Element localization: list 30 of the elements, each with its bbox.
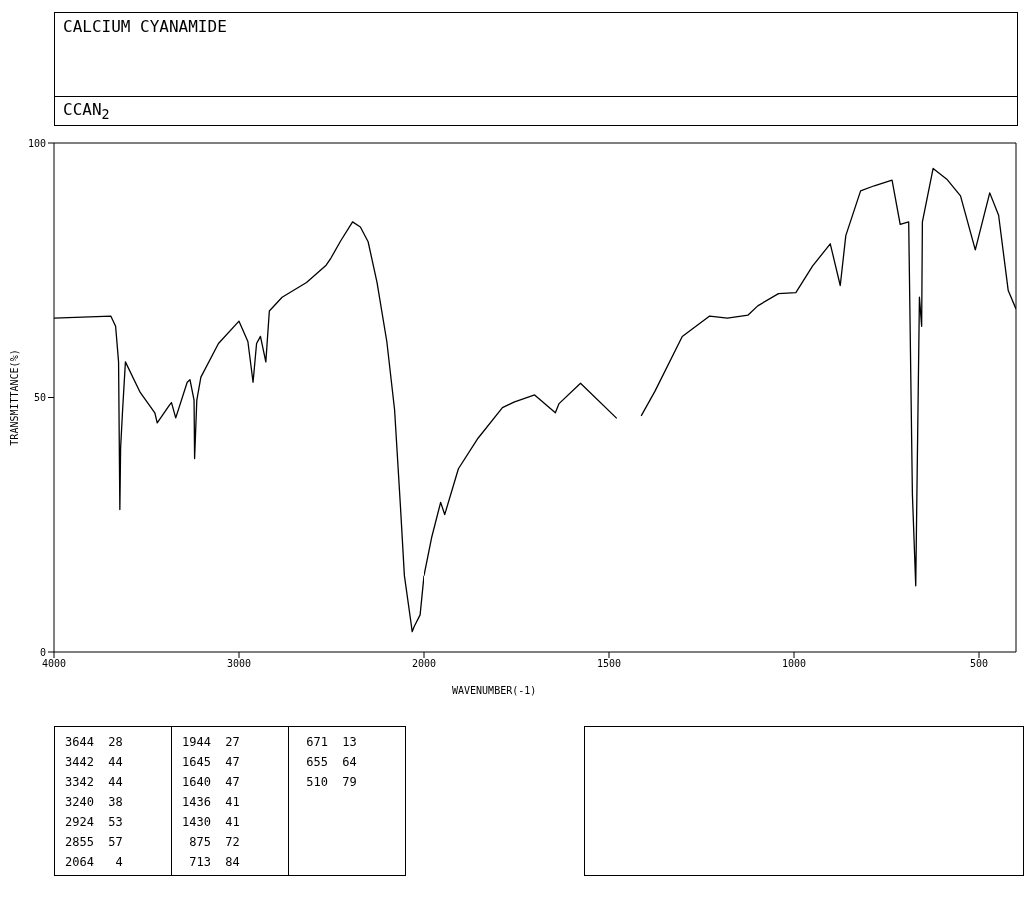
chart-title: CALCIUM CYANAMIDE (55, 13, 1017, 97)
text: 1640 47 (182, 774, 241, 791)
text: 1430 41 (182, 814, 241, 831)
y-tick-label: 0 (39, 646, 46, 658)
text: 1436 41 (182, 794, 241, 811)
text: 510 79 (305, 774, 358, 791)
x-tick-label: 4000 (41, 658, 67, 670)
y-tick-label: 100 (27, 137, 46, 149)
text: 2855 57 (65, 834, 124, 851)
text: 1645 47 (182, 754, 241, 771)
text: 655 64 (305, 754, 358, 771)
text: 3442 44 (65, 754, 124, 771)
text: 671 13 (305, 734, 358, 751)
text: 3342 44 (65, 774, 124, 791)
x-tick-label: 500 (969, 658, 989, 670)
text: 713 84 (188, 854, 241, 871)
x-tick-label: 1500 (596, 658, 622, 670)
text: 3240 38 (65, 794, 124, 811)
text: 3644 28 (65, 734, 124, 751)
x-tick-label: 3000 (226, 658, 252, 670)
chart-subtitle: CCAN$_{2}$ (62, 99, 111, 125)
text: 2924 53 (65, 814, 124, 831)
y-tick-label: 50 (33, 392, 46, 404)
text: 2064 4 (65, 854, 124, 871)
x-tick-label: 1000 (781, 658, 807, 670)
x-axis-title: WAVENUMBER(-1) (452, 685, 537, 696)
text: 1944 27 (182, 734, 241, 751)
x-tick-label: 2000 (411, 658, 437, 670)
y-axis-title: TRANSMITTANCE(%) (8, 349, 20, 446)
text: 875 72 (188, 834, 241, 851)
